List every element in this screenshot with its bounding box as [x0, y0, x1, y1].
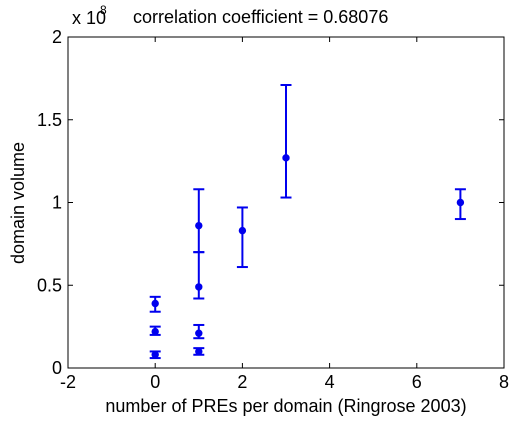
data-point: [195, 221, 203, 230]
x-axis-ticks: -2 0 2 4 6 8: [60, 37, 509, 392]
x-tick-label: 0: [150, 372, 160, 392]
data-point: [238, 226, 247, 235]
y-exponent-label: x 10: [72, 8, 106, 28]
y-tick-label: 1.5: [37, 110, 62, 130]
y-tick-label: 0.5: [37, 275, 62, 295]
x-tick-label: 2: [237, 372, 247, 392]
y-axis-label: domain volume: [8, 142, 28, 264]
y-tick-label: 1: [52, 193, 62, 213]
y-axis-ticks: 0 0.5 1 1.5 2: [37, 27, 504, 378]
data-point: [195, 283, 203, 291]
point-group: [151, 154, 465, 359]
x-tick-label: -2: [60, 372, 76, 392]
y-tick-label: 0: [52, 358, 62, 378]
x-axis-label: number of PREs per domain (Ringrose 2003…: [105, 396, 466, 416]
x-tick-label: 6: [412, 372, 422, 392]
data-point: [195, 329, 203, 337]
plot-frame: [67, 36, 505, 369]
data-point: [195, 347, 203, 356]
data-point: [151, 351, 159, 359]
chart-title: correlation coefficient = 0.68076: [133, 7, 388, 27]
y-tick-label: 2: [52, 27, 62, 47]
data-point: [282, 154, 290, 162]
x-tick-label: 4: [325, 372, 335, 392]
data-point: [456, 198, 465, 207]
x-tick-label: 8: [499, 372, 509, 392]
y-exponent-power: 8: [100, 3, 107, 17]
data-point: [151, 327, 159, 336]
data-point: [151, 299, 159, 308]
